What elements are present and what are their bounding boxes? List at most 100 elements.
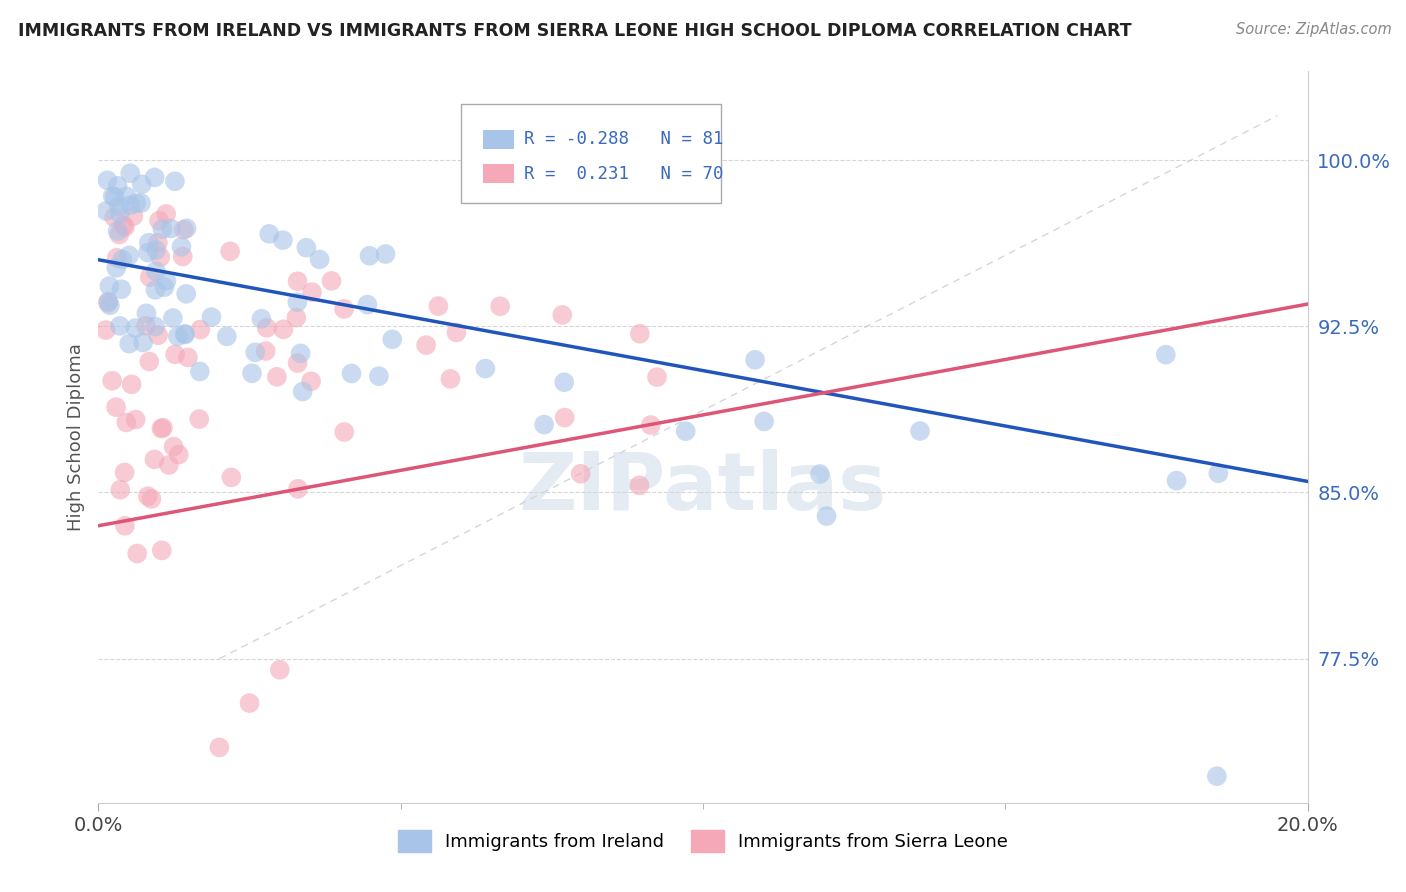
Point — [439, 372, 461, 386]
Point — [167, 448, 190, 462]
Point — [188, 364, 211, 378]
Point — [107, 178, 129, 193]
Point — [250, 311, 273, 326]
Point — [94, 323, 117, 337]
Point — [359, 249, 381, 263]
Point — [125, 196, 148, 211]
Point — [200, 310, 222, 324]
Point — [145, 264, 167, 278]
Point — [815, 509, 838, 524]
Point — [122, 209, 145, 223]
Point — [287, 356, 309, 370]
Point — [172, 250, 194, 264]
Point — [115, 416, 138, 430]
Point — [245, 345, 267, 359]
Point — [367, 369, 389, 384]
Point — [120, 198, 142, 212]
Point — [163, 174, 186, 188]
Point — [105, 260, 128, 275]
Point — [149, 250, 172, 264]
Point — [381, 332, 404, 346]
FancyBboxPatch shape — [461, 104, 721, 203]
Point — [146, 235, 169, 250]
Point — [120, 166, 142, 180]
Point — [96, 204, 118, 219]
Point — [290, 346, 312, 360]
Text: ZIPatlas: ZIPatlas — [519, 450, 887, 527]
Point — [105, 251, 128, 265]
Point — [165, 347, 187, 361]
Point — [173, 223, 195, 237]
Point — [155, 274, 177, 288]
Point — [96, 173, 118, 187]
Point — [152, 421, 174, 435]
Point — [489, 299, 512, 313]
Point — [628, 478, 651, 492]
Point — [166, 329, 188, 343]
Point — [254, 344, 277, 359]
Point — [101, 374, 124, 388]
Point — [415, 338, 437, 352]
Point — [1208, 467, 1230, 481]
Point — [160, 221, 183, 235]
Point — [273, 322, 295, 336]
Point — [374, 247, 396, 261]
Point — [103, 211, 125, 225]
Point — [1166, 474, 1188, 488]
Point — [132, 335, 155, 350]
Point — [356, 298, 378, 312]
Point — [533, 417, 555, 432]
Point — [108, 199, 131, 213]
Point — [208, 740, 231, 755]
Point — [321, 274, 343, 288]
Point — [143, 283, 166, 297]
Point — [127, 547, 149, 561]
Point — [136, 245, 159, 260]
Point — [174, 327, 197, 342]
Text: IMMIGRANTS FROM IRELAND VS IMMIGRANTS FROM SIERRA LEONE HIGH SCHOOL DIPLOMA CORR: IMMIGRANTS FROM IRELAND VS IMMIGRANTS FR… — [18, 22, 1132, 40]
Point — [266, 369, 288, 384]
Text: Source: ZipAtlas.com: Source: ZipAtlas.com — [1236, 22, 1392, 37]
Point — [111, 252, 134, 267]
Point — [162, 311, 184, 326]
Point — [256, 321, 278, 335]
Point — [269, 663, 291, 677]
Point — [143, 452, 166, 467]
FancyBboxPatch shape — [482, 130, 515, 149]
Point — [271, 233, 294, 247]
Point — [333, 425, 356, 439]
Point — [808, 467, 831, 481]
Point — [114, 219, 136, 234]
Point — [148, 213, 170, 227]
Point — [143, 170, 166, 185]
Point — [143, 319, 166, 334]
Point — [98, 298, 121, 312]
Point — [110, 483, 132, 497]
Point — [108, 207, 131, 221]
Point — [174, 286, 197, 301]
Point — [136, 489, 159, 503]
Point — [553, 375, 575, 389]
Y-axis label: High School Diploma: High School Diploma — [66, 343, 84, 531]
Point — [155, 207, 177, 221]
Point — [135, 306, 157, 320]
Point — [285, 310, 308, 325]
Point — [150, 222, 173, 236]
Point — [153, 280, 176, 294]
Point — [427, 299, 450, 313]
Point — [139, 270, 162, 285]
Point — [291, 384, 314, 399]
Point — [108, 318, 131, 333]
Point — [97, 294, 120, 309]
Point — [219, 244, 242, 259]
FancyBboxPatch shape — [482, 164, 515, 183]
Point — [145, 243, 167, 257]
Point — [170, 240, 193, 254]
Point — [129, 196, 152, 211]
Point — [124, 412, 146, 426]
Point — [239, 696, 262, 710]
Point — [124, 321, 146, 335]
Point — [340, 367, 363, 381]
Point — [173, 326, 195, 341]
Point — [177, 351, 200, 365]
